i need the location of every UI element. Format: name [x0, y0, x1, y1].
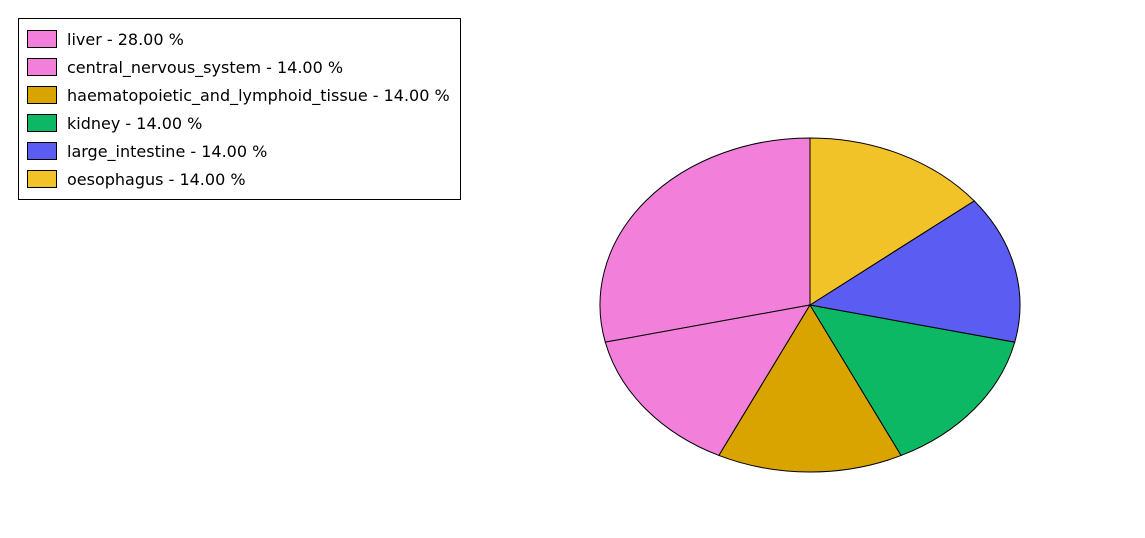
chart-canvas: liver - 28.00 % central_nervous_system -… [0, 0, 1145, 538]
pie-chart [0, 0, 1145, 538]
